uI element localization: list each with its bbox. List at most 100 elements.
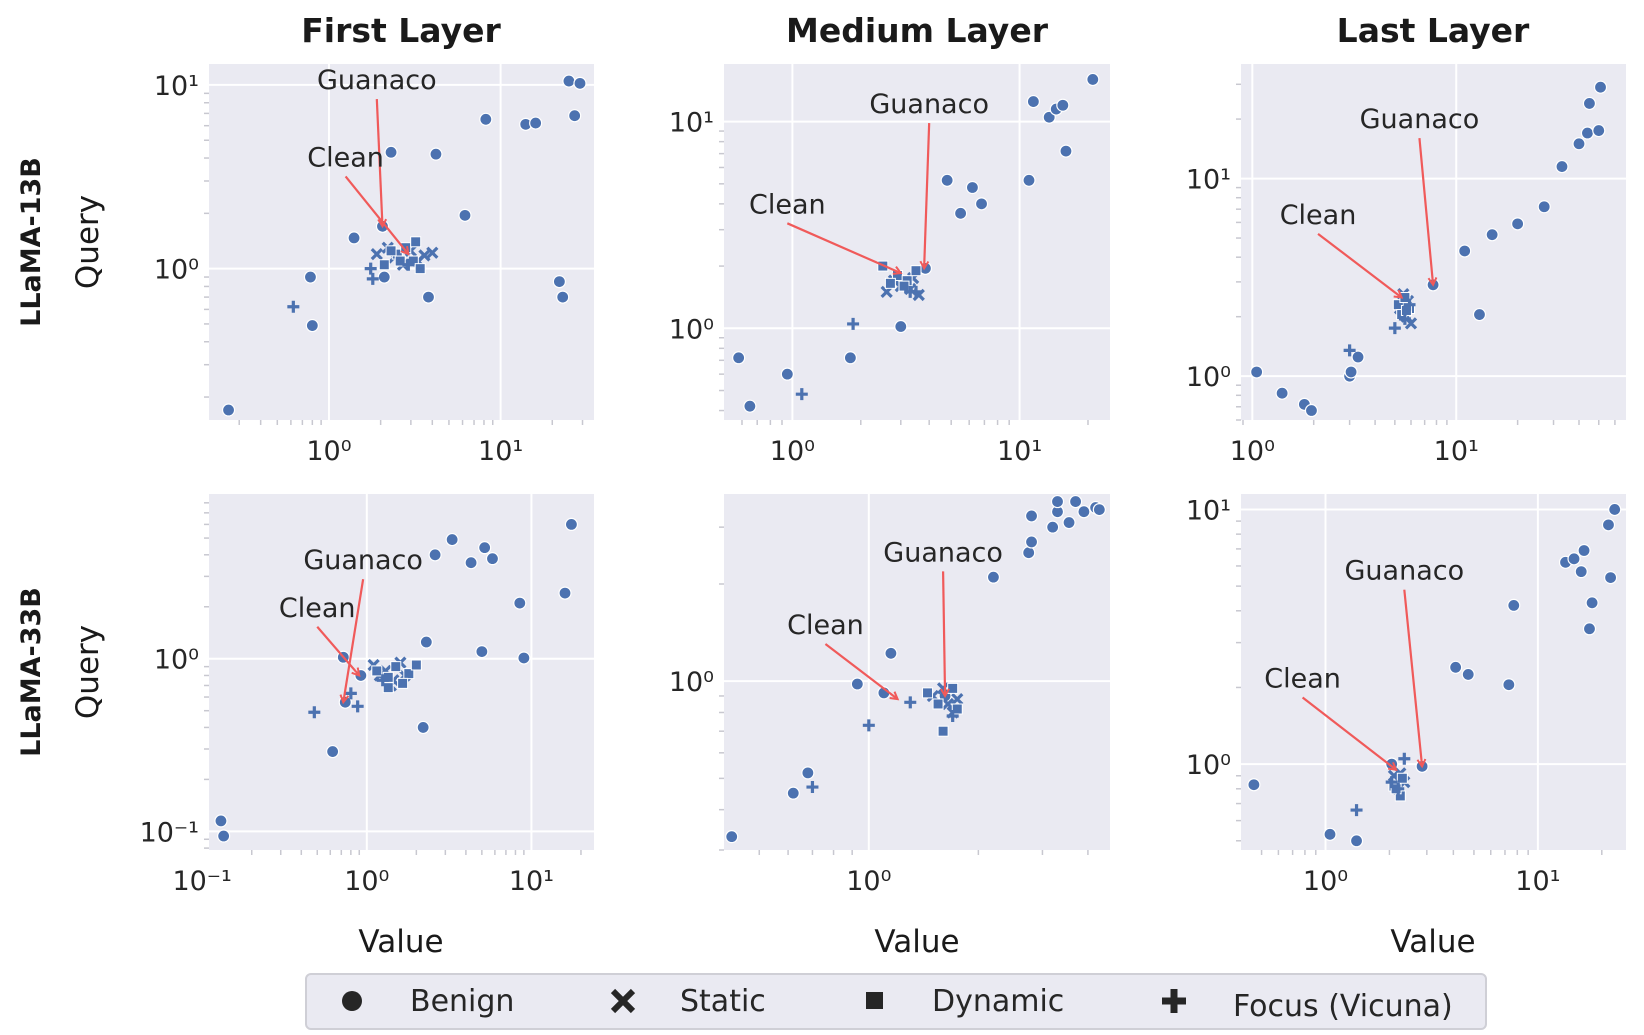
annotation-label: Guanaco [1345, 556, 1465, 587]
point-circle [1323, 827, 1337, 841]
point-circle [214, 814, 228, 828]
point-circle [517, 651, 531, 665]
scatter-panel: 10⁰ 10¹ 10⁰ 10¹ Guanaco Clean [154, 64, 594, 467]
point-square [410, 236, 422, 248]
annotation-arrow [943, 571, 945, 696]
point-circle [1024, 509, 1039, 523]
y-tick-label: 10⁰ [154, 645, 199, 676]
annotation-arrow [1301, 696, 1397, 769]
point-circle [1567, 552, 1581, 566]
panel-background [1241, 64, 1626, 420]
point-circle [1472, 307, 1487, 322]
legend-label-static: Static [680, 984, 766, 1019]
annotation-label: Clean [749, 189, 826, 220]
point-circle [843, 351, 857, 365]
annotation-arrow [343, 579, 365, 702]
point-plus [910, 285, 923, 298]
y-tick-label: 10¹ [1186, 495, 1231, 526]
point-circle [1580, 126, 1595, 140]
annotation-label: Guanaco [869, 89, 989, 120]
x-tick-label: 10¹ [1434, 436, 1479, 467]
point-square [1396, 772, 1408, 784]
panel-background [724, 64, 1110, 420]
y-axis-label-row2: Query [70, 625, 106, 719]
point-circle [801, 766, 815, 780]
x-tick-label: 10¹ [1515, 866, 1560, 897]
y-tick-label: 10¹ [1186, 165, 1231, 196]
point-square [947, 682, 959, 694]
panels: 10⁰ 10¹ 10⁰ 10¹ Guanaco Clean 10⁰ 10¹ 10⁰ 10¹ Guan… [140, 64, 1626, 897]
legend-square-marker [866, 992, 883, 1009]
point-circle [1077, 505, 1091, 519]
x-axis-label-col2: Value [874, 924, 959, 960]
point-square [390, 661, 402, 673]
point-circle [1458, 244, 1472, 258]
point-square [403, 668, 415, 680]
point-x [941, 697, 955, 711]
point-circle [384, 145, 398, 159]
point-plus [1385, 776, 1398, 789]
x-tick-label: 10¹ [509, 866, 554, 897]
point-circle [552, 275, 566, 289]
point-x [418, 249, 431, 262]
point-circle [1304, 403, 1319, 418]
point-plus [1350, 804, 1363, 817]
point-circle [475, 644, 489, 659]
point-plus [1398, 312, 1411, 325]
point-circle [558, 586, 572, 600]
legend-plus-marker [1162, 989, 1186, 1013]
point-circle [1585, 596, 1599, 610]
point-circle [568, 109, 582, 123]
point-x [370, 247, 383, 261]
point-plus [847, 317, 860, 330]
point-circle [1601, 518, 1616, 532]
point-circle [1608, 502, 1622, 517]
point-circle [974, 197, 989, 211]
point-plus [1343, 344, 1356, 357]
row-title-13b: LLaMA-13B [16, 157, 47, 327]
point-circle [1022, 173, 1036, 187]
point-circle [347, 231, 361, 245]
point-plus [1392, 782, 1405, 795]
point-plus [344, 687, 357, 700]
legend: Benign Static Dynamic Focus (Vicuna) [305, 973, 1487, 1030]
y-tick-label: 10⁰ [669, 314, 714, 345]
point-plus [376, 674, 389, 687]
point-circle [1461, 667, 1475, 682]
point-plus [366, 272, 379, 285]
point-circle [217, 829, 231, 843]
point-circle [303, 270, 318, 284]
annotation-arrow [1317, 232, 1402, 298]
point-circle [1247, 778, 1261, 792]
legend-label-dynamic: Dynamic [932, 984, 1064, 1019]
point-plus [1398, 752, 1411, 765]
point-circle [1485, 228, 1499, 242]
annotation-label: Guanaco [883, 537, 1003, 568]
annotation-arrow [316, 626, 359, 676]
point-circle [1572, 137, 1586, 151]
annotation-label: Guanaco [303, 545, 423, 576]
point-circle [780, 367, 794, 381]
point-circle [1449, 660, 1463, 674]
point-plus [1403, 298, 1416, 311]
point-circle [884, 646, 898, 660]
point-circle [1577, 543, 1591, 558]
point-circle [1022, 546, 1036, 560]
annotation-label: Clean [1264, 663, 1341, 694]
point-square [397, 677, 409, 689]
point-x [951, 692, 964, 706]
point-circle [513, 596, 527, 610]
col-title-medium: Medium Layer [786, 11, 1049, 50]
point-square [378, 259, 390, 271]
y-tick-label: 10⁰ [669, 667, 714, 698]
point-circle [954, 206, 968, 220]
legend-label-benign: Benign [410, 984, 514, 1019]
point-square [898, 280, 910, 292]
annotation-label: Guanaco [1360, 104, 1480, 135]
x-tick-label: 10⁰ [846, 866, 891, 897]
annotation-arrow [375, 98, 383, 226]
scatter-panel: 10⁻¹ 10⁰ 10¹ 10⁻¹ 10⁰ Guanaco Clean [140, 494, 594, 897]
point-circle [1056, 98, 1070, 112]
x-tick-label: 10¹ [478, 436, 523, 467]
